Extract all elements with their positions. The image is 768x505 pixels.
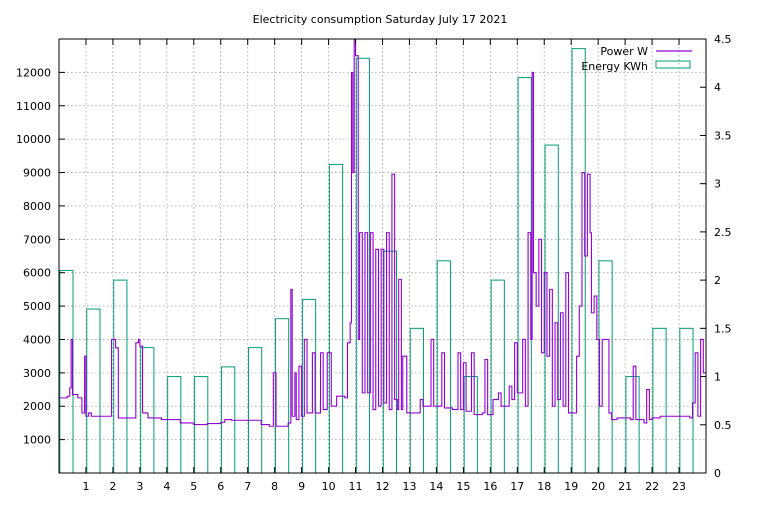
y2-tick-label: 3.5 (714, 129, 732, 142)
x-tick-label: 16 (483, 480, 497, 493)
power-line (59, 39, 706, 427)
energy-bar (328, 163, 344, 474)
x-tick-label: 4 (163, 480, 170, 493)
y1-tick-label: 8000 (23, 200, 51, 213)
energy-bar (598, 260, 613, 474)
y1-tick-label: 4000 (23, 333, 51, 346)
x-tick-label: 14 (429, 480, 443, 493)
y2-tick-label: 4 (714, 81, 721, 94)
y2-tick-label: 1.5 (714, 322, 732, 335)
legend: Power W Energy KWh (581, 45, 692, 73)
chart-title: Electricity consumption Saturday July 17… (253, 13, 508, 26)
energy-bar (490, 279, 505, 474)
y1-tick-label: 5000 (23, 300, 51, 313)
y1-tick-label: 7000 (23, 233, 51, 246)
x-tick-label: 17 (510, 480, 524, 493)
x-tick-label: 23 (672, 480, 686, 493)
energy-bar (167, 376, 182, 474)
x-tick-label: 21 (618, 480, 632, 493)
x-tick-label: 7 (244, 480, 251, 493)
x-tick-label: 20 (591, 480, 605, 493)
y1-tick-label: 9000 (23, 167, 51, 180)
y2-tick-label: 4.5 (714, 33, 732, 46)
y1-tick-label: 3000 (23, 367, 51, 380)
energy-bar (652, 327, 667, 474)
x-tick-label: 2 (109, 480, 116, 493)
energy-bar (679, 327, 694, 474)
energy-bar (113, 279, 128, 474)
legend-label-energy: Energy KWh (581, 60, 648, 73)
y2-tick-label: 3 (714, 178, 721, 191)
y1-tick-label: 10000 (16, 133, 51, 146)
energy-bar (625, 376, 640, 474)
x-tick-label: 8 (271, 480, 278, 493)
legend-swatch-energy (655, 60, 691, 69)
energy-bar (571, 48, 586, 474)
axes-layer: 1 2 3 4 5 6 7 8 9 10 11 12 13 14 15 16 17 18 19 20 21 22 23100… (16, 33, 732, 493)
energy-bar (517, 77, 532, 474)
y2-tick-label: 1 (714, 371, 721, 384)
x-tick-label: 15 (456, 480, 470, 493)
x-tick-label: 19 (564, 480, 578, 493)
y1-tick-label: 6000 (23, 267, 51, 280)
grid-layer (59, 39, 706, 473)
power-line-layer (59, 39, 706, 427)
y1-tick-label: 2000 (23, 400, 51, 413)
x-tick-label: 6 (217, 480, 224, 493)
energy-bar (409, 327, 424, 474)
y1-tick-label: 12000 (16, 66, 51, 79)
legend-label-power: Power W (600, 45, 648, 58)
x-tick-label: 9 (298, 480, 305, 493)
y2-tick-label: 0.5 (714, 419, 732, 432)
x-tick-label: 5 (190, 480, 197, 493)
x-tick-label: 11 (349, 480, 363, 493)
x-tick-label: 22 (645, 480, 659, 493)
energy-bar (274, 318, 290, 474)
energy-bar (86, 308, 101, 474)
x-tick-label: 3 (136, 480, 143, 493)
energy-bar (436, 260, 451, 474)
x-tick-label: 13 (402, 480, 416, 493)
y2-tick-label: 0 (714, 467, 721, 480)
x-tick-label: 10 (322, 480, 336, 493)
x-tick-label: 18 (537, 480, 551, 493)
x-tick-label: 12 (376, 480, 390, 493)
y2-tick-label: 2 (714, 274, 721, 287)
y1-tick-label: 1000 (23, 434, 51, 447)
x-tick-label: 1 (82, 480, 89, 493)
energy-bar (248, 347, 263, 474)
y1-tick-label: 11000 (16, 100, 51, 113)
y2-tick-label: 2.5 (714, 226, 732, 239)
